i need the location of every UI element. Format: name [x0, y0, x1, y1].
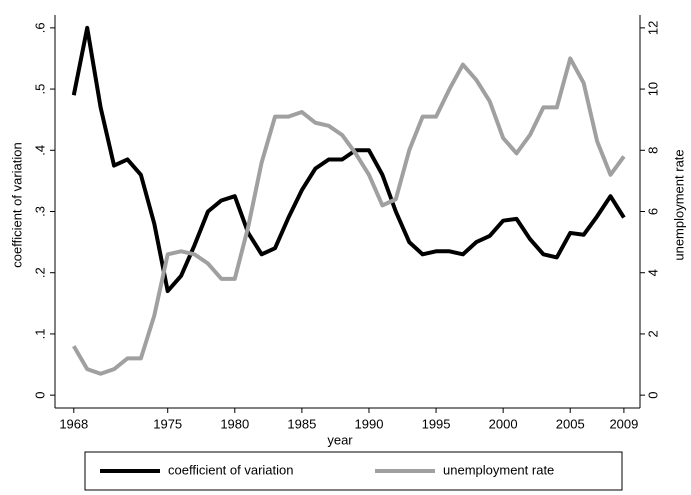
- y2-tick-label: 4: [645, 269, 660, 276]
- x-tick-label: 1975: [153, 416, 182, 431]
- y2-tick-label: 10: [645, 82, 660, 96]
- y-tick-label: .1: [32, 329, 47, 340]
- x-tick-label: 2005: [556, 416, 585, 431]
- x-axis-title: year: [327, 432, 353, 447]
- y2-tick-label: 6: [645, 208, 660, 215]
- y2-axis-title: unemployment rate: [671, 149, 686, 260]
- y-tick-label: .5: [32, 84, 47, 95]
- y-tick-label: .6: [32, 22, 47, 33]
- y-tick-label: .4: [32, 145, 47, 156]
- y-tick-label: .3: [32, 206, 47, 217]
- x-tick-label: 1980: [220, 416, 249, 431]
- series-line: [71, 25, 626, 294]
- x-tick-label: 1985: [287, 416, 316, 431]
- y2-tick-label: 12: [645, 21, 660, 35]
- x-tick-label: 1995: [422, 416, 451, 431]
- y-axis-title: coefficient of variation: [9, 142, 24, 268]
- x-tick-label: 2000: [489, 416, 518, 431]
- x-tick-label: 2009: [609, 416, 638, 431]
- legend-box: [84, 451, 623, 491]
- x-tick-label: 1990: [355, 416, 384, 431]
- y-tick-label: .2: [32, 267, 47, 278]
- legend-label: unemployment rate: [443, 462, 554, 477]
- series-line: [72, 56, 626, 376]
- y2-tick-label: 8: [645, 147, 660, 154]
- y2-tick-label: 0: [645, 392, 660, 399]
- legend-label: coefficient of variation: [168, 462, 294, 477]
- y-tick-label: 0: [32, 392, 47, 399]
- y2-tick-label: 2: [645, 330, 660, 337]
- x-tick-label: 1968: [59, 416, 88, 431]
